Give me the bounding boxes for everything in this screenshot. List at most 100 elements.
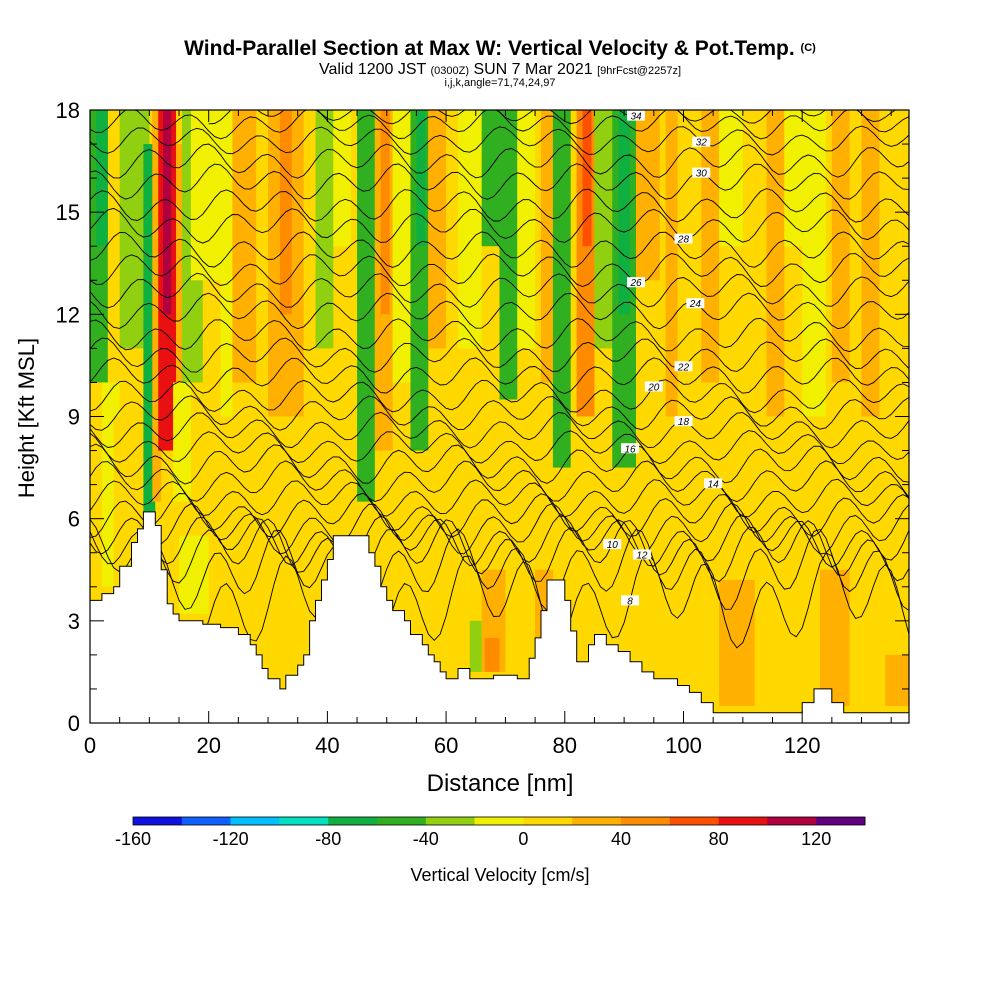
isentrope-line — [90, 502, 909, 555]
isentrope-label-bg — [621, 595, 640, 606]
velocity-cell — [618, 110, 631, 315]
isentrope-line — [90, 317, 909, 353]
colorbar-swatch — [133, 817, 183, 825]
velocity-cell — [819, 569, 850, 706]
velocity-cell — [499, 110, 518, 400]
colorbar-label: Vertical Velocity [cm/s] — [410, 865, 589, 885]
velocity-cell — [143, 144, 156, 512]
isentrope-line — [90, 188, 909, 223]
isentrope-line — [90, 125, 909, 156]
velocity-cell — [766, 110, 785, 417]
isentrope-label: 14 — [708, 479, 720, 490]
velocity-cell — [95, 110, 108, 247]
velocity-cell — [481, 110, 500, 247]
velocity-cell — [784, 110, 803, 247]
colorbar-tick-label: 120 — [801, 829, 831, 849]
isentrope-line — [90, 272, 909, 309]
isentrope-line — [90, 411, 909, 449]
copyright-mark: (C) — [800, 42, 816, 54]
colorbar-swatch — [767, 817, 817, 825]
velocity-cell — [162, 110, 172, 315]
colorbar-swatch — [474, 817, 524, 825]
velocity-cell — [380, 110, 390, 315]
isentrope-line — [90, 395, 909, 431]
isentrope-label: 10 — [607, 540, 619, 551]
isentrope-line — [90, 253, 909, 287]
isentrope-line — [90, 207, 909, 244]
isentrope-label-bg — [674, 361, 693, 372]
velocity-cell — [885, 654, 909, 706]
isentrope-label-bg — [704, 478, 723, 489]
isentrope-label-bg — [644, 381, 663, 392]
isentrope-label-bg — [603, 539, 622, 550]
isentrope-line — [90, 337, 909, 373]
isentrope-label: 32 — [696, 138, 708, 149]
velocity-cell — [802, 110, 826, 417]
isentrope-line — [90, 492, 909, 539]
isentrope-line — [90, 443, 909, 485]
colorbar: -160 -120 -80 -40 0 40 80 120 — [115, 816, 866, 849]
colorbar-tick-label: 40 — [611, 829, 631, 849]
velocity-cell — [831, 110, 850, 383]
velocity-cell — [555, 110, 568, 281]
velocity-cell — [333, 110, 352, 247]
velocity-cell — [719, 110, 743, 247]
velocity-cell — [665, 110, 678, 417]
isentrope-label-bg — [674, 416, 693, 427]
velocity-cell — [220, 416, 292, 519]
velocity-cell — [469, 620, 482, 672]
velocity-cell — [457, 110, 482, 349]
velocity-cell — [179, 535, 209, 615]
colorbar-swatch — [718, 817, 768, 825]
isentrope-label: 12 — [636, 550, 648, 561]
velocity-cell — [505, 569, 536, 672]
isentrope-line — [208, 110, 897, 125]
isentrope-label-bg — [686, 298, 705, 309]
velocity-cell — [484, 637, 500, 672]
isentrope-line — [90, 478, 909, 518]
x-axis-label: Distance [nm] — [427, 770, 574, 797]
x-tick-label: 120 — [784, 733, 821, 758]
axes: 0 20 40 60 80 100 120 0 3 6 9 12 15 18 — [56, 98, 909, 758]
velocity-cell — [517, 110, 536, 349]
x-tick-label: 40 — [315, 733, 339, 758]
x-tick-label: 60 — [434, 733, 458, 758]
x-tick-label: 20 — [196, 733, 220, 758]
isentrope-line — [90, 231, 909, 268]
colorbar-tick-label: 0 — [518, 829, 528, 849]
y-tick-label: 18 — [56, 98, 80, 123]
isentrope-label: 24 — [689, 299, 702, 310]
colorbar-tick-label: -120 — [213, 829, 249, 849]
isentrope-label-bg — [627, 277, 645, 288]
colorbar-swatch — [621, 817, 671, 825]
isentrope-label: 28 — [677, 235, 690, 246]
terrain-profile — [90, 511, 909, 723]
colorbar-swatch — [279, 817, 329, 825]
isentrope-line — [137, 528, 909, 612]
isentrope-label: 18 — [678, 417, 690, 428]
chart-subtitle: Valid 1200 JST (0300Z) SUN 7 Mar 2021 [9… — [0, 61, 1000, 79]
velocity-cell — [152, 110, 162, 502]
colorbar-tick-label: -160 — [115, 829, 151, 849]
colorbar-tick-label: -80 — [315, 829, 341, 849]
velocity-cell — [220, 110, 233, 451]
isentrope-label: 34 — [630, 112, 642, 123]
grid-indices: i,j,k,angle=71,74,24,97 — [444, 77, 556, 89]
isentrope-line — [90, 163, 909, 200]
x-tick-label: 100 — [665, 733, 702, 758]
forecast-info: [9hrFcst@2257z] — [597, 65, 682, 77]
title-main: Wind-Parallel Section at Max W: Vertical… — [184, 37, 795, 60]
colorbar-frame — [132, 816, 866, 826]
colorbar-swatch — [377, 817, 427, 825]
isentrope-label-bg — [621, 443, 640, 454]
valid-date: SUN 7 Mar 2021 — [473, 61, 593, 78]
velocity-cell — [190, 110, 221, 281]
valid-utc: (0300Z) — [430, 65, 469, 77]
valid-time: Valid 1200 JST — [318, 61, 427, 78]
velocity-cell — [428, 110, 447, 349]
isentrope-line — [90, 143, 909, 179]
velocity-cell — [315, 110, 334, 349]
colorbar-swatch — [523, 817, 573, 825]
isentrope-line — [90, 430, 909, 465]
